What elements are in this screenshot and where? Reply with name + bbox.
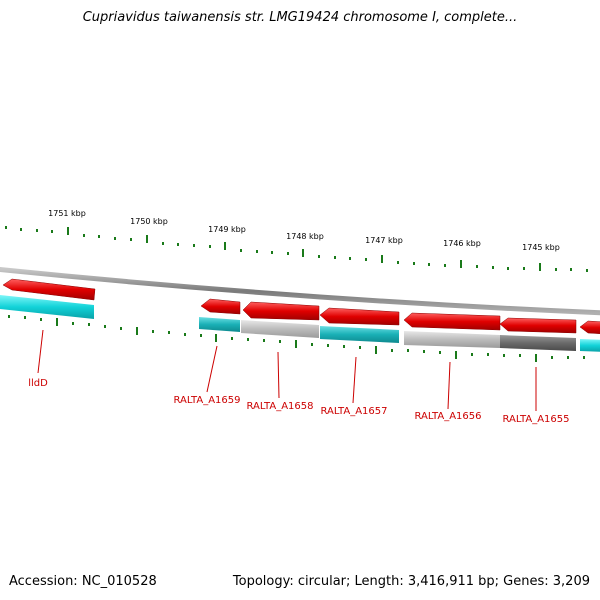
chromosome-backbone xyxy=(0,266,600,316)
gene-arrow-lldD[interactable] xyxy=(2,278,96,301)
ruler-label: 1749 kbp xyxy=(208,225,246,234)
genome-summary-text: Topology: circular; Length: 3,416,911 bp… xyxy=(232,574,590,589)
cds-bar-lldD[interactable] xyxy=(0,295,94,319)
ruler-label: 1745 kbp xyxy=(522,243,560,252)
label-leaders xyxy=(37,329,537,411)
cds-bar-RALTA_A1659[interactable] xyxy=(199,317,240,332)
gene-label-RALTA_A1656[interactable]: RALTA_A1656 xyxy=(414,411,481,422)
upper-ruler xyxy=(5,226,588,272)
gene-arrow-RALTA_A1659[interactable] xyxy=(200,298,241,315)
ruler-label: 1748 kbp xyxy=(286,232,324,241)
cds-bar-RALTA_A1655[interactable] xyxy=(500,335,576,351)
gene-arrow-RALTA_A1655[interactable] xyxy=(499,317,577,334)
forward-genes xyxy=(2,278,600,334)
cds-bar-next[interactable] xyxy=(580,339,600,352)
ruler-label: 1747 kbp xyxy=(365,236,403,245)
gene-labels: lldD RALTA_A1659 RALTA_A1658 RALTA_A1657… xyxy=(28,378,569,425)
gene-arrow-RALTA_A1658[interactable] xyxy=(242,301,320,321)
gene-arrow-RALTA_A1656[interactable] xyxy=(403,312,501,331)
cds-bar-RALTA_A1658[interactable] xyxy=(241,320,319,338)
ruler-label: 1750 kbp xyxy=(130,217,168,226)
map-title: Cupriavidus taiwanensis str. LMG19424 ch… xyxy=(82,10,518,25)
lower-ruler xyxy=(8,315,585,362)
gene-arrow-RALTA_A1657[interactable] xyxy=(319,307,400,326)
cds-bar-RALTA_A1656[interactable] xyxy=(404,331,500,348)
gene-label-lldD[interactable]: lldD xyxy=(28,378,48,389)
cds-bar-RALTA_A1657[interactable] xyxy=(320,326,399,343)
gene-arrow-next[interactable] xyxy=(579,320,600,334)
ruler-label: 1746 kbp xyxy=(443,239,481,248)
gene-label-RALTA_A1657[interactable]: RALTA_A1657 xyxy=(320,406,387,417)
gene-label-RALTA_A1655[interactable]: RALTA_A1655 xyxy=(502,414,569,425)
gene-label-RALTA_A1658[interactable]: RALTA_A1658 xyxy=(246,401,313,412)
ruler-label: 1751 kbp xyxy=(48,209,86,218)
gene-label-RALTA_A1659[interactable]: RALTA_A1659 xyxy=(173,395,240,406)
ruler-labels: 1751 kbp 1750 kbp 1749 kbp 1748 kbp 1747… xyxy=(48,209,560,252)
cds-track xyxy=(0,295,600,352)
accession-text: Accession: NC_010528 xyxy=(9,574,157,589)
